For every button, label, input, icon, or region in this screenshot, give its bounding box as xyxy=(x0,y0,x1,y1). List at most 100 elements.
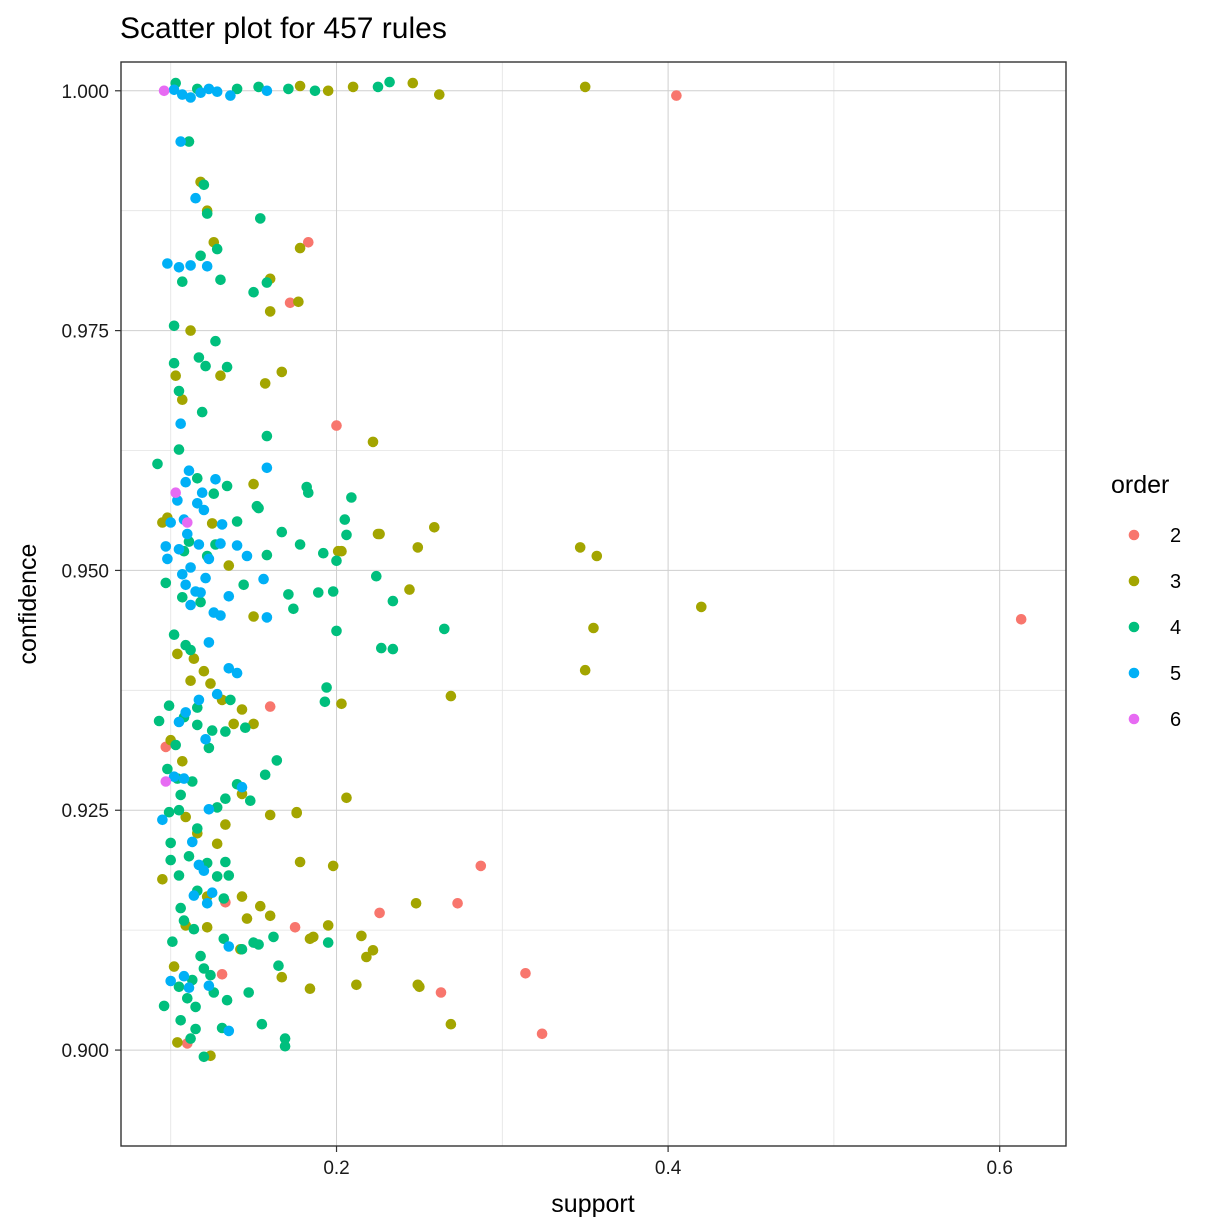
data-point-order-4 xyxy=(268,931,279,943)
data-point-order-5 xyxy=(178,773,190,784)
data-point-order-6 xyxy=(160,776,172,787)
data-point-order-4 xyxy=(163,700,175,711)
data-point-order-5 xyxy=(180,707,191,718)
data-point-order-2 xyxy=(331,420,342,431)
data-point-order-3 xyxy=(294,80,306,92)
data-point-order-4 xyxy=(183,136,195,147)
data-point-order-5 xyxy=(168,84,180,96)
data-point-order-4 xyxy=(211,802,223,813)
data-point-order-4 xyxy=(273,960,284,971)
data-point-order-5 xyxy=(183,465,195,477)
data-point-order-5 xyxy=(193,539,205,550)
data-point-order-4 xyxy=(220,726,231,737)
data-point-order-5 xyxy=(193,694,205,706)
data-point-order-3 xyxy=(276,971,288,983)
data-point-order-4 xyxy=(190,1001,201,1013)
x-tick-label: 0.4 xyxy=(655,1158,682,1179)
data-point-order-3 xyxy=(248,718,259,730)
data-point-order-3 xyxy=(248,611,259,622)
data-point-order-5 xyxy=(203,553,215,565)
grid-minor xyxy=(121,62,1066,1146)
data-point-order-5 xyxy=(231,540,243,551)
data-point-order-5 xyxy=(198,865,210,876)
data-point-order-3 xyxy=(177,394,188,406)
data-point-order-4 xyxy=(183,851,195,862)
data-point-order-4 xyxy=(192,473,203,484)
data-point-order-3 xyxy=(241,913,253,924)
data-point-order-4 xyxy=(177,276,188,288)
y-tick-label: 1.000 xyxy=(61,82,109,103)
data-point-order-5 xyxy=(215,538,226,549)
data-point-order-5 xyxy=(162,553,173,565)
data-point-order-3 xyxy=(206,518,218,529)
data-point-order-4 xyxy=(294,539,306,550)
data-point-order-3 xyxy=(215,370,226,382)
data-point-order-5 xyxy=(211,688,223,700)
data-point-order-4 xyxy=(198,1051,210,1063)
data-point-order-5 xyxy=(175,418,186,430)
data-point-order-4 xyxy=(210,335,221,347)
data-point-order-4 xyxy=(158,1000,170,1012)
y-tick-label: 0.975 xyxy=(61,322,109,343)
data-point-order-4 xyxy=(190,1023,201,1035)
data-point-order-5 xyxy=(185,562,196,573)
data-point-order-5 xyxy=(211,86,223,97)
data-point-order-5 xyxy=(173,262,185,273)
data-point-order-4 xyxy=(182,993,193,1004)
data-point-order-3 xyxy=(177,756,188,767)
data-point-order-4 xyxy=(231,83,243,95)
data-point-order-5 xyxy=(185,92,196,103)
data-point-order-5 xyxy=(261,462,273,474)
x-axis-ticks: 0.2 0.4 0.6 xyxy=(323,1146,1013,1179)
data-point-order-5 xyxy=(223,663,235,674)
data-point-order-2 xyxy=(289,922,301,933)
data-point-order-5 xyxy=(178,970,190,982)
data-point-order-4 xyxy=(192,823,203,834)
data-point-order-4 xyxy=(175,789,186,801)
data-point-order-4 xyxy=(167,936,178,947)
data-point-order-4 xyxy=(321,682,332,693)
data-point-order-4 xyxy=(331,555,342,567)
data-point-order-4 xyxy=(168,629,180,640)
data-point-order-5 xyxy=(203,980,215,992)
data-point-order-4 xyxy=(165,854,176,866)
data-point-order-5 xyxy=(173,716,185,728)
legend-key-4 xyxy=(1128,621,1140,633)
data-point-order-3 xyxy=(211,838,223,850)
data-point-order-4 xyxy=(208,488,220,500)
data-point-order-4 xyxy=(192,719,203,731)
data-point-order-3 xyxy=(185,325,196,336)
data-point-order-5 xyxy=(236,781,248,793)
data-point-order-5 xyxy=(173,544,185,555)
data-point-order-4 xyxy=(168,357,180,369)
data-point-order-3 xyxy=(588,622,599,634)
data-point-order-4 xyxy=(175,1015,186,1026)
data-point-order-4 xyxy=(387,643,399,655)
data-point-order-3 xyxy=(412,979,424,991)
data-point-order-5 xyxy=(195,587,206,598)
data-point-order-4 xyxy=(160,577,172,589)
data-point-order-3 xyxy=(248,478,259,490)
data-point-order-5 xyxy=(157,814,168,826)
data-point-order-4 xyxy=(283,83,294,95)
data-point-order-4 xyxy=(188,923,200,935)
x-tick-label: 0.2 xyxy=(323,1158,349,1179)
data-point-order-3 xyxy=(276,366,288,378)
data-point-order-5 xyxy=(231,667,243,679)
data-point-order-3 xyxy=(696,601,707,613)
data-point-order-4 xyxy=(200,360,211,372)
data-point-order-5 xyxy=(183,982,195,993)
data-point-order-4 xyxy=(387,595,399,607)
data-point-order-4 xyxy=(238,579,249,591)
data-point-order-4 xyxy=(215,274,226,286)
data-point-order-4 xyxy=(276,526,288,538)
data-point-order-4 xyxy=(261,277,273,288)
data-point-order-4 xyxy=(170,739,181,751)
data-point-order-3 xyxy=(361,951,372,963)
data-point-order-2 xyxy=(1015,614,1027,625)
x-axis-title: support xyxy=(551,1190,634,1218)
data-point-order-5 xyxy=(192,498,203,509)
data-point-order-4 xyxy=(313,587,324,598)
data-point-order-4 xyxy=(271,755,283,766)
data-point-order-5 xyxy=(162,258,173,269)
